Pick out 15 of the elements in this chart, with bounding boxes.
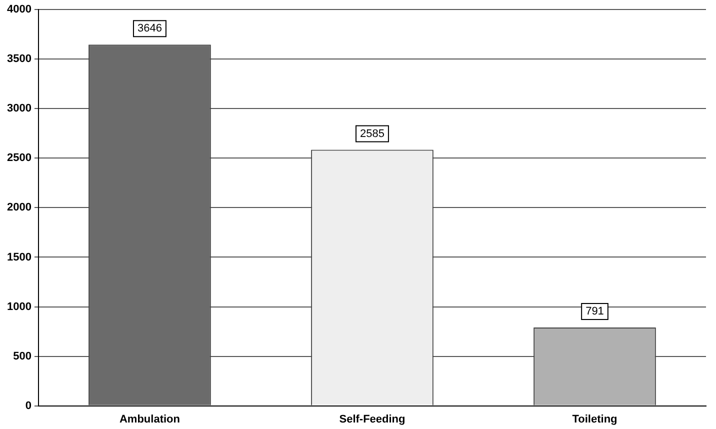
y-tick-label: 4000 (6, 4, 32, 16)
y-tick-label: 1000 (6, 300, 32, 313)
y-tick-label: 0 (25, 400, 32, 412)
x-tick-label: Ambulation (119, 413, 180, 426)
x-tick-label: Toileting (572, 413, 618, 426)
x-tick-label: Self-Feeding (339, 413, 406, 426)
data-label: 2585 (360, 128, 384, 140)
data-label: 791 (586, 305, 604, 318)
y-tick-label: 3000 (6, 102, 32, 115)
y-tick-label: 2500 (6, 152, 32, 164)
data-label: 3646 (137, 22, 162, 35)
y-tick-label: 500 (13, 350, 32, 362)
y-tick-label: 1500 (6, 251, 32, 264)
y-tick-label: 3500 (6, 53, 32, 66)
y-tick-label: 2000 (6, 202, 32, 214)
